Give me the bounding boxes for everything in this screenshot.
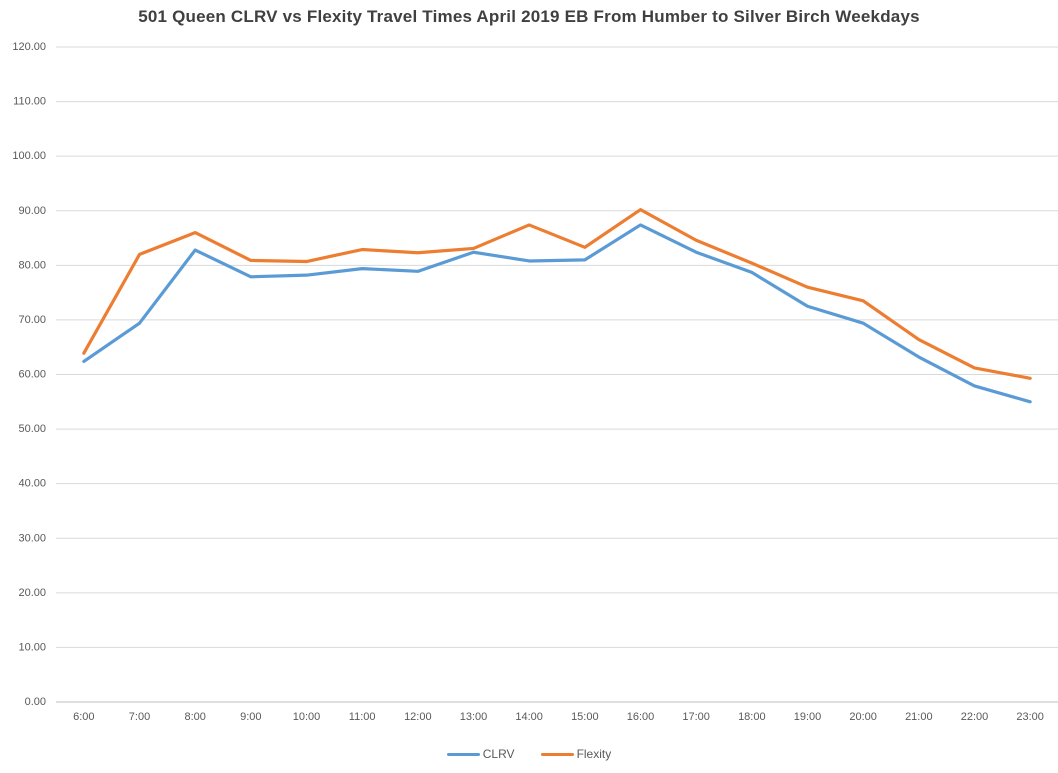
y-axis-tick-label: 30.00 [18,532,46,544]
flexity-series-line [82,208,1032,380]
y-axis-tick-label: 60.00 [18,369,46,381]
x-axis-tick-label: 21:00 [905,711,933,723]
x-axis-tick-label: 6:00 [73,711,94,723]
y-axis-tick-label: 20.00 [18,587,46,599]
x-axis-tick-label: 16:00 [627,711,655,723]
x-axis-tick-label: 9:00 [240,711,261,723]
x-axis-tick-label: 22:00 [961,711,989,723]
chart-title: 501 Queen CLRV vs Flexity Travel Times A… [138,7,920,26]
y-axis-tick-label: 50.00 [18,423,46,435]
x-axis-tick-label: 18:00 [738,711,766,723]
legend-item-clrv: CLRV [446,747,515,761]
x-axis-tick-label: 13:00 [460,711,488,723]
clrv-series-line [82,223,1032,404]
x-axis-tick-label: 12:00 [404,711,432,723]
y-axis-tick-label: 80.00 [18,259,46,271]
legend-item-flexity: Flexity [540,747,612,761]
y-axis-tick-label: 120.00 [12,41,46,53]
legend-label-clrv: CLRV [482,747,515,761]
y-axis-tick-label: 70.00 [18,314,46,326]
y-axis-tick-label: 10.00 [18,641,46,653]
x-axis-tick-label: 17:00 [682,711,710,723]
y-axis-tick-label: 40.00 [18,478,46,490]
y-axis-tick-label: 90.00 [18,205,46,217]
x-axis-tick-label: 11:00 [349,711,376,723]
flexity-line-swatch-icon [540,752,574,756]
x-axis-tick-label: 20:00 [849,711,877,723]
x-axis-tick-label: 8:00 [184,711,205,723]
x-axis-tick-label: 14:00 [515,711,543,723]
y-axis-tick-label: 110.00 [13,96,46,108]
clrv-line-swatch-icon [446,752,480,756]
x-axis-tick-label: 7:00 [129,711,150,723]
x-axis-tick-label: 23:00 [1016,711,1044,723]
y-axis-tick-label: 100.00 [12,150,46,162]
x-axis-tick-label: 10:00 [293,711,321,723]
legend: CLRV Flexity [0,747,1058,761]
x-axis-tick-label: 15:00 [571,711,599,723]
legend-label-flexity: Flexity [576,747,612,761]
x-axis-tick-label: 19:00 [794,711,822,723]
y-axis-tick-label: 0.00 [25,696,46,708]
